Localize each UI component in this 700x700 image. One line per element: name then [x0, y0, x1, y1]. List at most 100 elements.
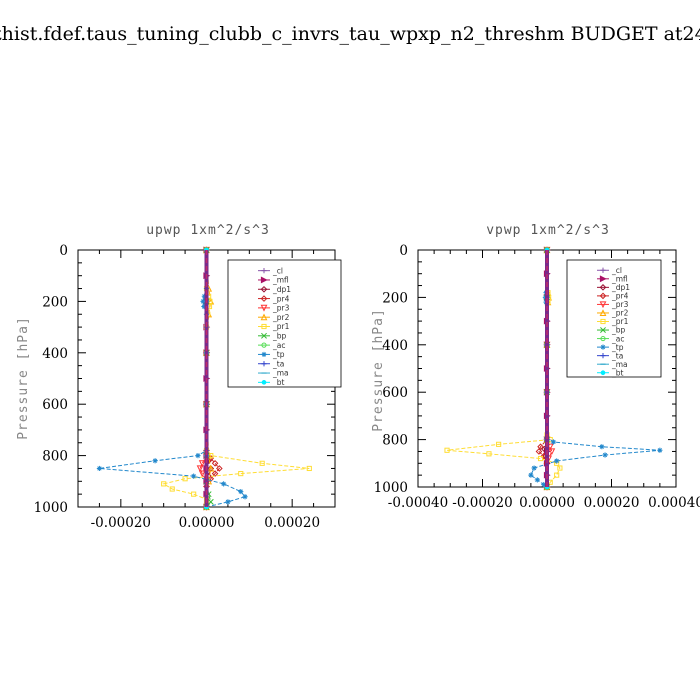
data-point: [169, 486, 175, 492]
data-point: [198, 460, 206, 468]
data-point: [550, 439, 557, 445]
legend-marker: [599, 275, 607, 283]
figure-title: thist.fdef.taus_tuning_clubb_c_invrs_tau…: [0, 23, 700, 45]
data-point: [201, 293, 207, 299]
legend-box: [566, 259, 662, 378]
legend-item: _tp: [258, 350, 285, 359]
legend-label: _bt: [272, 378, 285, 387]
y-tick-label: 800: [42, 449, 68, 465]
legend-marker: [599, 301, 607, 309]
x-tick-label: -0.00020: [452, 495, 512, 511]
legend-label: _bp: [272, 332, 287, 341]
data-point: [541, 482, 547, 488]
panel-upwp: upwp 1xm^2/s^3 Pressure [hPa] 0 200 400 600…: [16, 223, 342, 531]
x-tick-label: 0.00000: [519, 495, 575, 511]
legend-marker: [599, 292, 607, 300]
data-point: [548, 448, 556, 456]
legend-marker: [599, 284, 607, 291]
legend-label: _mfl: [611, 275, 628, 284]
legend-marker: [261, 342, 267, 348]
series-line: [446, 249, 561, 488]
legend-item: _bp: [258, 332, 287, 341]
series-line: [199, 250, 207, 507]
legend: _cl_mfl_dp1_pr4_pr3_pr2_pr1_bp_ac_tp_ta_…: [566, 259, 662, 378]
legend-marker: [599, 309, 607, 317]
y-tick-label: 600: [382, 385, 408, 401]
legend-item: _ma: [258, 369, 289, 378]
legend-label: _pr1: [611, 317, 629, 326]
legend-marker: [260, 285, 268, 293]
legend-item: _ta: [597, 351, 623, 360]
legend-label: _cl: [611, 266, 622, 275]
y-tick-label: 800: [382, 433, 408, 449]
legend-item: _cl: [597, 266, 622, 275]
y-tick-label: 0: [399, 243, 408, 259]
legend-item: _ta: [258, 359, 284, 368]
x-tick-label: 0.00020: [264, 515, 320, 531]
legend-label: _ac: [272, 341, 285, 350]
legend-label: _dp1: [611, 283, 630, 292]
data-point: [537, 443, 544, 451]
data-point: [198, 470, 206, 478]
legend-marker: [261, 380, 267, 385]
data-point: [96, 465, 103, 472]
legend-label: _pr2: [611, 309, 629, 318]
y-axis-label: Pressure [hPa]: [16, 316, 31, 440]
legend-item: _pr1: [597, 317, 629, 326]
legend-label: _pr3: [272, 304, 290, 313]
legend-label: _dp1: [272, 285, 291, 294]
legend-marker: [261, 332, 267, 339]
data-point: [554, 458, 560, 464]
legend-box: [227, 259, 342, 388]
y-tick-label: 200: [382, 290, 408, 306]
legend-label: _ma: [611, 360, 628, 369]
data-point: [528, 472, 534, 478]
panel-vpwp: vpwp 1xm^2/s^3 Pressure [hPa] 0 200 400 600…: [371, 223, 700, 511]
legend-marker: [260, 304, 268, 312]
panel-title: vpwp 1xm^2/s^3: [486, 223, 610, 238]
legend: _cl_mfl_dp1_pr4_pr3_pr2_pr1_bp_ac_tp_ta_…: [227, 259, 342, 388]
data-point: [537, 455, 544, 462]
legend-item: _mfl: [597, 275, 628, 284]
legend-item: _pr3: [597, 300, 629, 309]
legend-item: _dp1: [258, 285, 291, 294]
legend-label: _pr3: [611, 300, 629, 309]
data-point: [599, 444, 605, 450]
legend-marker: [600, 344, 606, 350]
legend-label: _bp: [611, 326, 626, 335]
data-point: [534, 477, 540, 483]
data-point: [161, 481, 167, 487]
legend-item: _ma: [597, 360, 628, 369]
x-tick-label: 0.00020: [584, 495, 640, 511]
y-tick-label: 200: [42, 294, 68, 310]
legend-label: _tp: [272, 350, 285, 359]
legend-marker: [600, 318, 606, 325]
legend-item: _bt: [597, 368, 624, 377]
data-point: [211, 460, 219, 467]
legend-item: _pr2: [258, 313, 290, 322]
series-line: [538, 250, 548, 487]
data-point: [238, 488, 244, 495]
data-point: [444, 447, 450, 453]
data-point: [207, 498, 214, 505]
panel-title: upwp 1xm^2/s^3: [146, 223, 270, 238]
legend-item: _pr4: [597, 292, 629, 301]
data-point: [182, 476, 188, 482]
series-line: [162, 250, 310, 507]
y-tick-label: 600: [42, 397, 68, 413]
data-point: [557, 465, 563, 471]
legend-label: _pr4: [611, 292, 629, 301]
legend-marker: [600, 267, 606, 273]
legend-marker: [261, 323, 267, 330]
x-tick-label: 0.00040: [648, 495, 700, 511]
data-point: [200, 298, 206, 304]
legend-item: _pr1: [258, 322, 290, 331]
legend-item: _tp: [597, 343, 624, 352]
data-point: [535, 448, 543, 455]
legend-marker: [260, 313, 268, 321]
legend-item: _pr4: [258, 294, 290, 303]
data-point: [242, 494, 248, 500]
legend-item: _bp: [597, 326, 626, 335]
legend-marker: [261, 361, 267, 367]
